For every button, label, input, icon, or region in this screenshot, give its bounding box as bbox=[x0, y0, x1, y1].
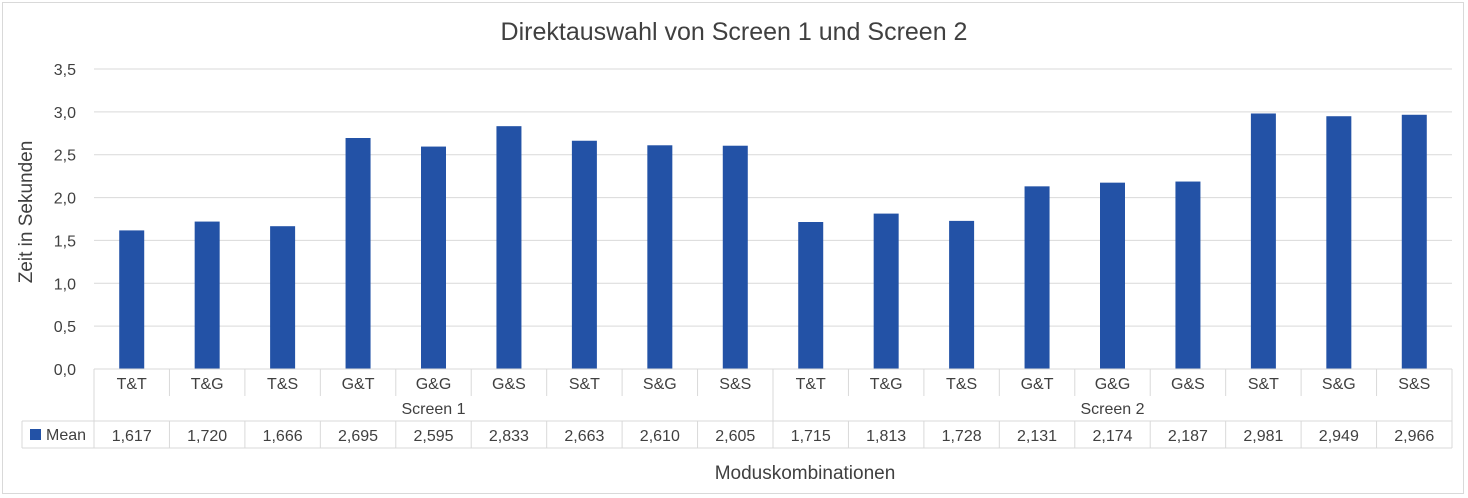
bar bbox=[571, 140, 597, 369]
bar bbox=[1175, 181, 1201, 369]
data-value-label: 2,131 bbox=[1017, 428, 1057, 445]
data-value-label: 2,966 bbox=[1394, 428, 1434, 445]
bar bbox=[421, 146, 446, 369]
bar bbox=[722, 145, 748, 369]
data-value-label: 1,728 bbox=[942, 428, 982, 445]
data-value-label: 2,187 bbox=[1168, 428, 1208, 445]
data-value-label: 1,617 bbox=[112, 428, 152, 445]
data-value-label: 2,174 bbox=[1092, 428, 1132, 445]
bar bbox=[1024, 186, 1050, 369]
data-value-label: 2,695 bbox=[338, 428, 378, 445]
bar bbox=[798, 222, 824, 369]
bar bbox=[1100, 182, 1125, 369]
bar bbox=[496, 126, 522, 370]
x-category-label: S&T bbox=[569, 376, 600, 393]
data-value-label: 2,833 bbox=[489, 428, 529, 445]
bar bbox=[873, 213, 899, 369]
y-tick-label: 0,5 bbox=[54, 319, 76, 336]
bar bbox=[194, 221, 220, 369]
x-category-label: T&T bbox=[796, 376, 826, 393]
y-tick-label: 3,5 bbox=[54, 62, 76, 79]
bar bbox=[1250, 113, 1276, 369]
legend-series-name: Mean bbox=[46, 427, 86, 444]
x-group-label: Screen 1 bbox=[401, 401, 465, 418]
bar bbox=[647, 145, 673, 369]
y-tick-label: 3,0 bbox=[54, 105, 76, 122]
data-value-label: 2,949 bbox=[1319, 428, 1359, 445]
x-category-label: T&G bbox=[191, 376, 224, 393]
x-category-label: S&G bbox=[643, 376, 677, 393]
gridlines bbox=[94, 68, 1452, 327]
x-category-label: S&S bbox=[1398, 376, 1430, 393]
x-category-label: T&G bbox=[870, 376, 903, 393]
y-axis-label: Zeit in Sekunden bbox=[16, 141, 37, 284]
data-value-label: 1,666 bbox=[263, 428, 303, 445]
x-category-label: G&G bbox=[416, 376, 452, 393]
data-value-label: 2,610 bbox=[640, 428, 680, 445]
x-category-label: G&T bbox=[342, 376, 375, 393]
data-value-label: 1,715 bbox=[791, 428, 831, 445]
data-value-label: 2,595 bbox=[413, 428, 453, 445]
bars bbox=[119, 113, 1427, 370]
x-category-label: S&T bbox=[1248, 376, 1279, 393]
y-tick-label: 2,0 bbox=[54, 191, 76, 208]
data-value-label: 1,720 bbox=[187, 428, 227, 445]
y-tick-label: 2,5 bbox=[54, 148, 76, 165]
x-category-label: S&G bbox=[1322, 376, 1356, 393]
x-category-label: T&S bbox=[946, 376, 977, 393]
x-category-label: S&S bbox=[719, 376, 751, 393]
bar bbox=[270, 226, 296, 369]
data-value-label: 2,981 bbox=[1243, 428, 1283, 445]
x-category-label: G&S bbox=[492, 376, 526, 393]
bar bbox=[1401, 114, 1427, 370]
y-tick-label: 1,5 bbox=[54, 233, 76, 250]
x-group-label: Screen 2 bbox=[1080, 401, 1144, 418]
bar bbox=[345, 138, 371, 369]
chart-title: Direktauswahl von Screen 1 und Screen 2 bbox=[501, 18, 968, 46]
y-axis-ticks: 0,0 0,5 1,0 1,5 2,0 2,5 3,0 3,5 bbox=[54, 62, 76, 379]
data-value-label: 1,813 bbox=[866, 428, 906, 445]
x-category-label: G&S bbox=[1171, 376, 1205, 393]
y-tick-label: 0,0 bbox=[54, 362, 76, 379]
bar bbox=[949, 220, 975, 369]
bar bbox=[1326, 116, 1352, 369]
data-value-label: 2,605 bbox=[715, 428, 755, 445]
data-table: T&T T&G T&S G&T G&G G&S S&T S&G S&S Screen 1 T&T T&… bbox=[21, 368, 1453, 449]
x-category-label: T&T bbox=[117, 376, 147, 393]
data-value-label: 2,663 bbox=[564, 428, 604, 445]
y-tick-label: 1,0 bbox=[54, 276, 76, 293]
x-category-label: G&T bbox=[1021, 376, 1054, 393]
bar bbox=[119, 230, 145, 369]
x-category-label: G&G bbox=[1095, 376, 1131, 393]
x-axis-label: Moduskombinationen bbox=[715, 463, 896, 484]
legend-swatch bbox=[30, 429, 41, 440]
x-category-label: T&S bbox=[267, 376, 298, 393]
